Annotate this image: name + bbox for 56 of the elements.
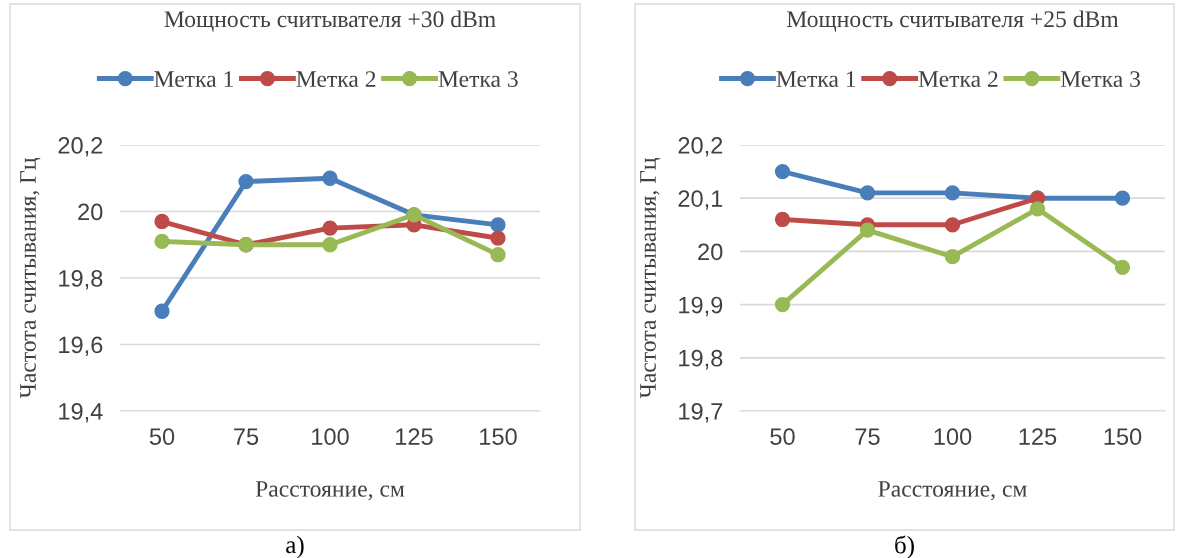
- chart-title: Мощность считывателя +25 dBm: [786, 10, 1119, 32]
- point: [1114, 190, 1131, 206]
- y-tick-label: 20: [78, 203, 103, 221]
- point: [154, 233, 170, 250]
- point: [490, 230, 506, 246]
- y-tick-label: 19,4: [59, 403, 103, 423]
- x-tick-label: 100: [312, 428, 349, 446]
- y-tick-label: 19,7: [679, 403, 723, 423]
- x-tick-label: 50: [770, 428, 795, 446]
- legend-label: Метка 1: [154, 71, 233, 88]
- y-tick-label: 19,6: [59, 336, 103, 357]
- y-tick-label: 19,8: [679, 349, 723, 370]
- legend-label: Метка 2: [918, 71, 998, 88]
- x-axis-title: Расстояние, см: [255, 481, 405, 501]
- y-tick-label: 19,9: [679, 296, 723, 317]
- point: [1114, 259, 1131, 275]
- text: б): [895, 535, 914, 558]
- point: [774, 296, 791, 313]
- legend-label: Метка 1: [776, 71, 856, 88]
- x-tick-label: 150: [1104, 428, 1142, 446]
- point: [774, 211, 791, 228]
- y-axis-title: Частота считывания, Гц: [640, 158, 661, 399]
- chart-title: Мощность считывателя +30 dBm: [164, 10, 496, 32]
- point: [859, 222, 876, 238]
- legend-label: Метка 2: [296, 71, 376, 88]
- point: [944, 185, 961, 201]
- point: [944, 217, 961, 233]
- point: [859, 185, 876, 201]
- y-tick-label: 19,8: [59, 270, 103, 290]
- x-axis-title: Расстояние, см: [878, 481, 1027, 501]
- x-tick-label: 125: [396, 428, 433, 446]
- x-tick-label: 150: [480, 428, 517, 446]
- y-tick-label: 20,2: [58, 137, 103, 157]
- y-tick-label: 20: [698, 243, 723, 261]
- y-tick-label: 20,2: [678, 137, 723, 157]
- y-axis-title: Частота считывания, Гц: [20, 158, 41, 399]
- y-tick-label: 20,1: [678, 190, 723, 210]
- point: [490, 217, 506, 233]
- x-tick-label: 75: [855, 428, 880, 446]
- point: [154, 303, 170, 319]
- point: [1029, 201, 1046, 217]
- legend-label: Метка 3: [438, 71, 518, 88]
- x-tick-label: 125: [1019, 428, 1057, 446]
- point: [774, 163, 791, 180]
- point: [154, 213, 170, 230]
- x-tick-label: 50: [149, 428, 175, 446]
- point: [322, 237, 338, 253]
- text: а): [286, 535, 304, 558]
- point: [322, 220, 338, 236]
- legend-label: Метка 3: [1060, 71, 1141, 88]
- x-tick-label: 75: [234, 428, 259, 446]
- point: [944, 249, 961, 265]
- point: [490, 247, 506, 263]
- x-tick-label: 100: [934, 428, 972, 446]
- point: [322, 170, 338, 186]
- point: [238, 173, 254, 190]
